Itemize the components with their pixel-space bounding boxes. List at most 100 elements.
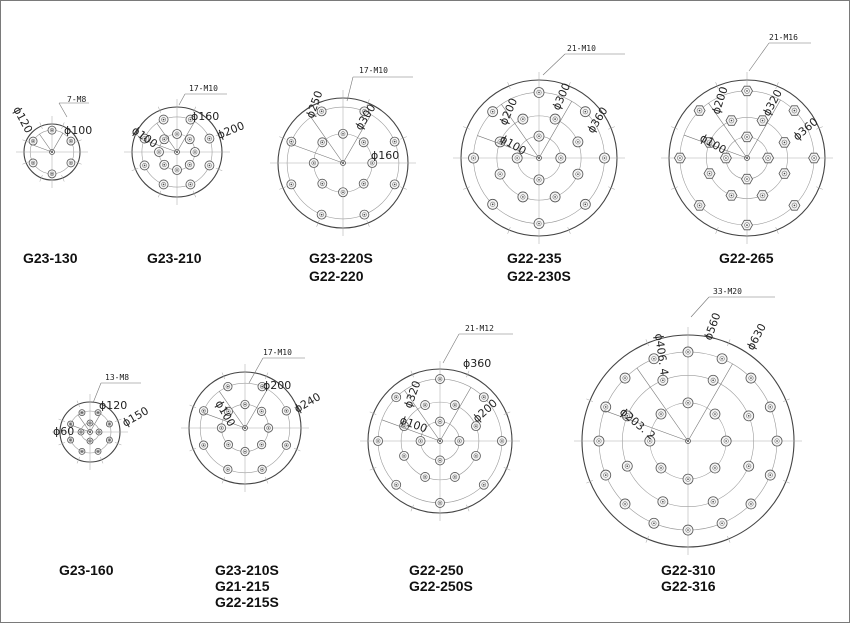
bolt-hole-center xyxy=(439,378,441,380)
bolt-hole-center xyxy=(227,385,229,388)
bolt-hole-inner xyxy=(80,449,84,454)
bolt-hole-center xyxy=(708,141,711,144)
hole-callout: 21-M10 xyxy=(567,44,596,53)
bolt-hole-inner xyxy=(497,171,503,177)
bolt-hole-center xyxy=(439,459,441,462)
bolt-hole-inner xyxy=(811,155,817,161)
bolt-hole-center xyxy=(162,118,165,121)
bolt-hole-inner xyxy=(79,430,83,434)
dimension-line xyxy=(156,123,178,153)
rim-tick xyxy=(727,536,731,543)
bolt-hole-inner xyxy=(68,138,74,144)
bolt-hole-center xyxy=(538,135,540,137)
bolt-hole-inner xyxy=(437,419,443,424)
bolt-hole-center xyxy=(89,440,91,442)
bolt-hole-center xyxy=(220,427,223,429)
rim-tick xyxy=(715,227,719,234)
bolt-hole-center xyxy=(603,157,606,159)
diameter-label: ϕ240 xyxy=(292,390,323,415)
flange-g23-220s: 17-M10 ϕ250 ϕ300 ϕ160 G23-220S G22-220 xyxy=(270,66,416,284)
bolt-hole-inner xyxy=(340,189,346,195)
bolt-hole-inner xyxy=(392,182,397,187)
bolt-hole-center xyxy=(577,173,579,175)
diameter-label: ϕ200 xyxy=(470,397,500,426)
bolt-hole-inner xyxy=(767,404,773,410)
bolt-hole-inner xyxy=(319,212,324,217)
bolt-hole-center xyxy=(162,183,165,186)
rim-tick xyxy=(503,411,511,415)
bolt-hole-inner xyxy=(490,201,496,207)
bolt-hole-inner xyxy=(68,422,73,426)
rim-tick xyxy=(22,139,30,143)
bolt-hole-center xyxy=(793,204,796,207)
bolt-hole-center xyxy=(312,162,315,164)
bolt-hole-inner xyxy=(710,377,716,383)
bolt-hole-center xyxy=(769,406,772,408)
bolt-hole-center xyxy=(491,110,494,113)
bolt-hole-inner xyxy=(437,500,443,506)
bolt-hole-center xyxy=(189,183,192,186)
diameter-label: ϕ300 xyxy=(550,81,573,112)
bolt-hole-inner xyxy=(622,375,628,381)
bolt-hole-inner xyxy=(68,438,73,442)
bolt-hole-center xyxy=(761,119,764,122)
bolt-hole-inner xyxy=(473,453,479,459)
bolt-hole-inner xyxy=(481,394,487,400)
bolt-hole-center xyxy=(32,162,34,164)
rim-tick xyxy=(727,339,731,346)
bolt-hole-inner xyxy=(744,88,750,94)
bolt-hole-center xyxy=(660,413,662,415)
hole-callout: 17-M10 xyxy=(263,348,292,357)
bolt-hole-center xyxy=(403,455,405,457)
bolt-hole-inner xyxy=(452,402,458,408)
bolt-hole-inner xyxy=(311,160,317,166)
bolt-hole-center xyxy=(767,157,769,159)
rim-tick xyxy=(215,132,223,137)
diameter-label: ϕ630 xyxy=(744,321,769,352)
bolt-hole-inner xyxy=(49,171,55,176)
rim-tick xyxy=(366,220,370,227)
flange-g23-210: 17-M10 ϕ160 ϕ100 ϕ200 G23-210 xyxy=(124,84,246,266)
bolt-hole-center xyxy=(143,164,146,167)
bolt-hole-inner xyxy=(259,384,265,389)
dimension-line xyxy=(687,363,733,442)
bolt-hole-inner xyxy=(575,139,581,145)
bolt-hole-center xyxy=(725,157,727,159)
bolt-hole-center xyxy=(454,404,456,406)
dimension-line xyxy=(219,391,246,429)
bolt-hole-center xyxy=(624,503,626,505)
bolt-hole-center xyxy=(708,172,711,175)
bolt-hole-center xyxy=(395,396,398,399)
bolt-hole-center xyxy=(662,379,664,382)
model-label: G21-215 xyxy=(215,578,270,594)
hole-callout: 21-M16 xyxy=(769,33,798,42)
bolt-hole-center xyxy=(482,483,485,486)
bolt-hole-inner xyxy=(219,425,224,431)
bolt-hole-inner xyxy=(710,499,716,505)
rim-tick xyxy=(157,190,162,198)
bolt-hole-center xyxy=(750,377,752,379)
rim-tick xyxy=(74,139,82,143)
bolt-hole-center xyxy=(227,410,230,413)
bolt-hole-inner xyxy=(319,139,325,145)
rim-tick xyxy=(22,161,30,165)
bolt-hole-center xyxy=(377,440,379,442)
rim-tick xyxy=(816,186,823,190)
bolt-hole-inner xyxy=(624,463,630,469)
bolt-hole-center xyxy=(320,110,323,113)
bolt-hole-inner xyxy=(201,442,206,448)
bolt-hole-center xyxy=(776,440,778,442)
bolt-hole-center xyxy=(363,213,366,216)
bolt-hole-center xyxy=(662,500,664,503)
bolt-hole-center xyxy=(163,163,166,166)
bolt-hole-inner xyxy=(188,117,193,122)
rim-tick xyxy=(279,186,286,190)
bolt-hole-center xyxy=(482,396,485,399)
bolt-hole-inner xyxy=(781,139,788,146)
bolt-hole-center xyxy=(604,474,607,476)
bolt-hole-center xyxy=(321,141,324,144)
bolt-hole-inner xyxy=(660,377,666,383)
bolt-hole-inner xyxy=(706,170,713,177)
bolt-hole-inner xyxy=(418,438,423,444)
bolt-hole-inner xyxy=(470,155,477,161)
